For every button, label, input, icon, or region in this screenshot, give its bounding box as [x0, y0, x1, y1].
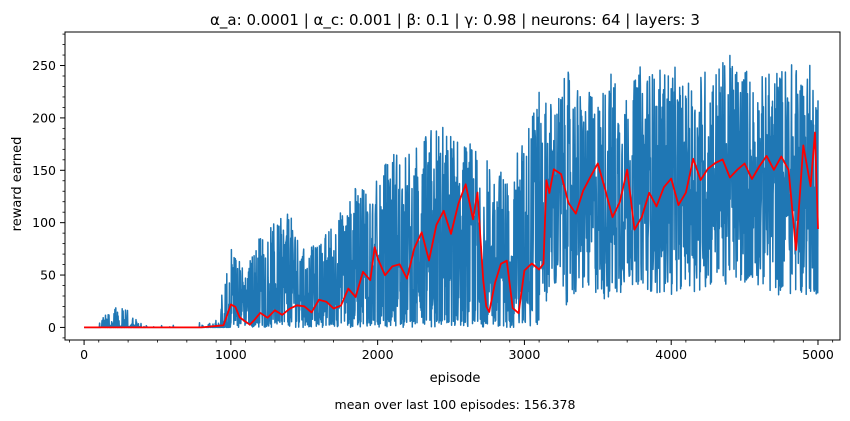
y-tick-label: 100	[32, 215, 56, 230]
x-tick-label: 0	[80, 347, 88, 362]
mean-footnote: mean over last 100 episodes: 156.378	[335, 397, 576, 412]
plot-area	[64, 31, 841, 341]
y-tick-label: 50	[40, 268, 56, 283]
y-tick-label: 150	[32, 163, 56, 178]
x-tick-label: 3000	[509, 347, 541, 362]
x-axis: 0 1000 2000 3000 4000 5000	[69, 340, 834, 362]
y-axis-label: reward earned	[10, 137, 25, 232]
plot-frame	[64, 31, 841, 341]
y-tick-label: 0	[48, 320, 56, 335]
series-moving-average-line	[84, 131, 819, 329]
y-axis: 0 50 100 150 200 250	[32, 33, 65, 339]
x-tick-label: 5000	[802, 347, 834, 362]
y-tick-label: 200	[32, 110, 56, 125]
y-tick-label: 250	[32, 58, 56, 73]
x-tick-label: 4000	[655, 347, 687, 362]
chart-title: α_a: 0.0001 | α_c: 0.001 | β: 0.1 | γ: 0…	[210, 11, 700, 30]
x-tick-label: 1000	[215, 347, 247, 362]
x-axis-label: episode	[430, 371, 481, 386]
x-tick-label: 2000	[362, 347, 394, 362]
